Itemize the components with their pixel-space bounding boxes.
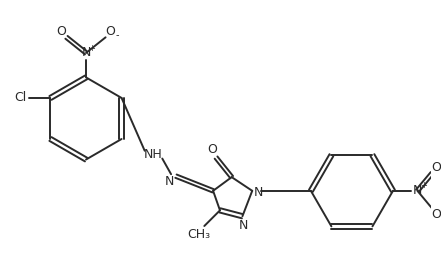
Text: N: N [81, 46, 91, 59]
Text: N: N [164, 175, 174, 188]
Text: O: O [105, 25, 116, 38]
Text: O: O [56, 25, 67, 38]
Text: N: N [254, 186, 263, 199]
Text: O: O [207, 143, 217, 156]
Text: Cl: Cl [14, 91, 26, 105]
Text: +: + [89, 44, 95, 53]
Text: +: + [420, 182, 427, 190]
Text: NH: NH [144, 148, 163, 161]
Text: O: O [431, 161, 441, 174]
Text: -: - [116, 30, 119, 40]
Text: CH₃: CH₃ [187, 228, 210, 241]
Text: O: O [431, 208, 441, 221]
Text: N: N [413, 184, 422, 197]
Text: N: N [239, 219, 248, 232]
